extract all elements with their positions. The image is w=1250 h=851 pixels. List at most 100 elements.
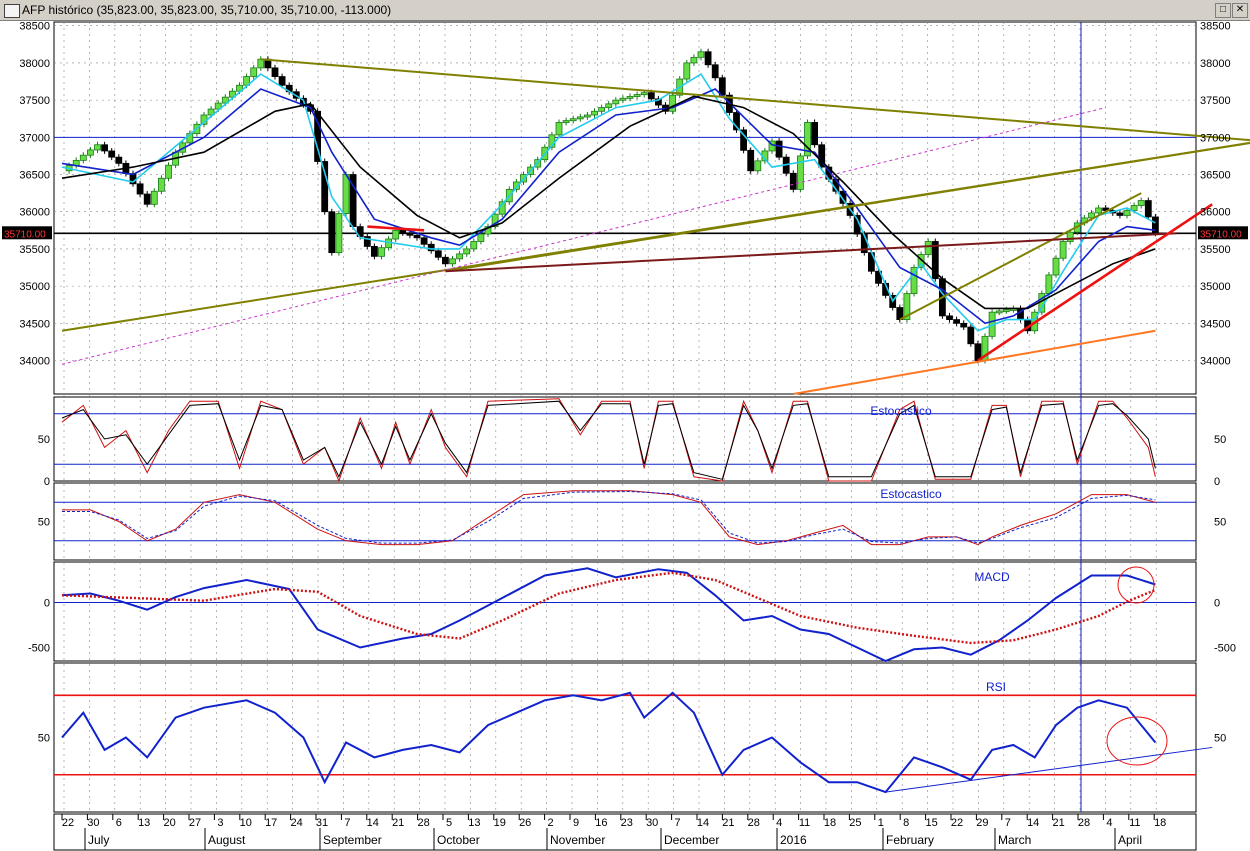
x-day-label: 28 (417, 817, 429, 829)
x-day-label: 31 (316, 817, 328, 829)
candle-down (271, 67, 279, 77)
candle-down (747, 149, 755, 172)
y-tick-label-right: 50 (1214, 434, 1226, 446)
candle-down (1152, 216, 1159, 234)
x-day-label: 13 (138, 817, 150, 829)
close-button[interactable]: ✕ (1232, 3, 1248, 18)
y-tick-label-left: 34000 (19, 356, 50, 368)
trend-line-maroon (445, 232, 1177, 273)
trend-line-olive (260, 58, 1250, 142)
candle-up (626, 96, 634, 99)
candle-up (214, 102, 222, 110)
x-month-label: December (664, 833, 719, 847)
candle-up (598, 107, 605, 112)
window-title: AFP histórico (35,823.00, 35,823.00, 35,… (22, 3, 392, 17)
candle-down (108, 150, 116, 158)
x-day-label: 24 (290, 817, 302, 829)
panel-price (53, 21, 1197, 395)
x-month-label: April (1118, 833, 1142, 847)
x-day-label: 3 (217, 817, 223, 829)
x-day-label: 14 (367, 817, 379, 829)
x-day-label: 7 (344, 817, 350, 829)
panel-stochastic_fast (53, 396, 1197, 482)
x-day-label: 9 (573, 817, 579, 829)
candle-up (221, 96, 229, 104)
x-day-label: 18 (824, 817, 836, 829)
candle-down (960, 322, 968, 328)
y-tick-label-right: 36000 (1200, 207, 1231, 219)
panel-title: Estocastico (880, 487, 942, 501)
candle-up (669, 94, 676, 112)
trend-line-red (977, 203, 1213, 362)
x-day-label: 22 (951, 817, 963, 829)
y-tick-label-right: 35500 (1200, 244, 1231, 256)
candle-down (406, 232, 414, 236)
candle-down (839, 190, 847, 204)
trend-line-magenta (61, 107, 1106, 365)
y-tick-label-right: 38500 (1200, 21, 1231, 33)
x-month-label: November (550, 833, 605, 847)
candle-up (470, 241, 478, 250)
y-tick-label-left: 38500 (19, 21, 50, 33)
candle-down (655, 98, 662, 106)
candle-up (683, 62, 691, 80)
candle-up (1123, 210, 1131, 216)
x-day-label: 1 (878, 817, 884, 829)
candle-up (797, 155, 804, 190)
y-tick-label-right: 37500 (1200, 95, 1231, 107)
candle-up (335, 213, 343, 254)
x-day-label: 5 (446, 817, 452, 829)
y-tick-label-left: 36000 (19, 207, 50, 219)
candle-up (995, 310, 1003, 314)
candle-up (342, 174, 350, 214)
x-day-label: 14 (697, 817, 709, 829)
y-tick-label-left: 50 (38, 517, 50, 529)
candle-up (87, 149, 94, 156)
y-tick-label-right: 50 (1214, 517, 1226, 529)
y-tick-label-left: 38000 (19, 58, 50, 70)
x-day-label: 29 (976, 817, 988, 829)
candle-up (1066, 231, 1074, 242)
candle-down (818, 144, 826, 168)
candle-up (79, 154, 87, 161)
candle-up (250, 67, 258, 77)
candle-up (157, 177, 165, 192)
x-day-label: 30 (87, 817, 99, 829)
y-tick-label-right: 0 (1214, 476, 1220, 488)
candle-up (1059, 241, 1067, 259)
candle-down (278, 76, 286, 86)
candle-up (910, 267, 918, 294)
candle-up (491, 213, 499, 227)
x-day-label: 22 (62, 817, 74, 829)
x-day-label: 8 (903, 817, 909, 829)
x-day-label: 6 (116, 817, 122, 829)
candle-up (562, 120, 570, 123)
series-macd-blue (61, 567, 1156, 663)
rsi-trend-line (885, 746, 1213, 793)
x-day-label: 28 (1078, 817, 1090, 829)
restore-button[interactable]: □ (1215, 3, 1231, 18)
candle-up (612, 99, 620, 105)
last-price-box (2, 226, 52, 240)
x-day-label: 25 (849, 817, 861, 829)
candle-up (449, 258, 456, 265)
trend-line-olive (445, 141, 1250, 273)
chart-marks (54, 48, 1250, 794)
panel-macd (53, 561, 1197, 662)
series-stochastic_slow-red (62, 490, 1156, 546)
chart-canvas[interactable]: 22 30 6 13 20 27 3 10 17 24 31 7 14 21 28 5 13 19 26 2 9 16 23… (0, 20, 1250, 851)
candle-up (228, 90, 236, 98)
candle-up (555, 122, 563, 136)
candle-down (441, 256, 449, 265)
x-month-label: July (88, 833, 109, 847)
series-macd-red-dotted (61, 571, 1156, 645)
x-axis-area (53, 813, 1197, 851)
y-tick-label-left: 36500 (19, 170, 50, 182)
candle-up (1137, 200, 1145, 206)
y-tick-label-left: -500 (28, 643, 50, 655)
candle-up (1130, 205, 1138, 211)
trend-line-orange (793, 329, 1156, 395)
x-day-label: 10 (240, 817, 252, 829)
x-day-label: 19 (494, 817, 506, 829)
panel-title: MACD (974, 570, 1010, 584)
